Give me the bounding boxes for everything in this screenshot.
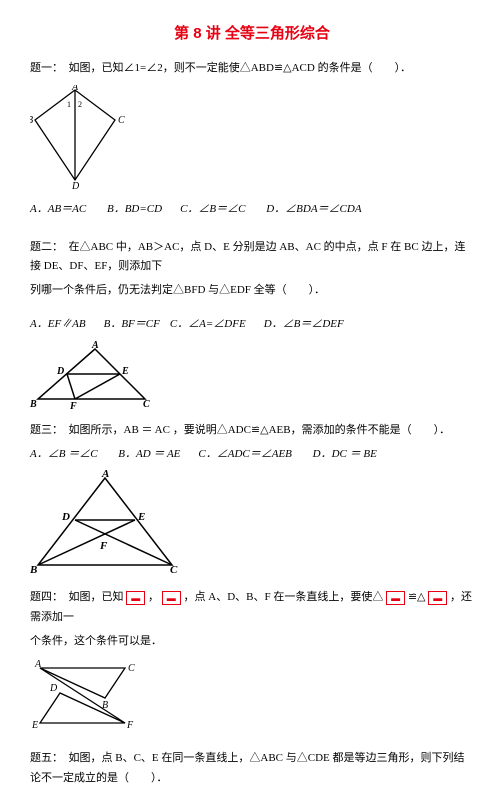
svg-text:E: E bbox=[121, 366, 129, 377]
lbl-C: C bbox=[118, 115, 125, 126]
q4-m2: ，点 A、D、B、F 在一条直线上，要使△ bbox=[184, 591, 387, 603]
lbl-1: 1 bbox=[67, 100, 71, 109]
svg-text:B: B bbox=[102, 700, 108, 711]
q3-B: B．AD ＝ AE bbox=[118, 448, 180, 460]
blank-1: ▬ bbox=[126, 591, 145, 605]
svg-text:A: A bbox=[91, 341, 99, 351]
q3-D: D．DC ＝ BE bbox=[313, 448, 377, 460]
q4-line1: 题四： 如图，已知 ▬ ， ▬ ，点 A、D、B、F 在一条直线上，要使△ ▬ … bbox=[30, 588, 474, 628]
q1-B: B．BD=CD bbox=[107, 203, 162, 215]
q2-B: B．BF＝CF bbox=[104, 318, 160, 330]
lbl-B: B bbox=[30, 115, 33, 126]
svg-text:F: F bbox=[69, 401, 77, 411]
q1-A: A．AB＝AC bbox=[30, 203, 86, 215]
blank-4: ▬ bbox=[428, 591, 447, 605]
q1-prompt: 题一： 如图，已知∠1=∠2，则不一定能使△ABD≌△ACD 的条件是（ ）． bbox=[30, 59, 474, 79]
q3-choices: A．∠B ＝∠C B．AD ＝ AE C．∠ADC＝∠AEB D．DC ＝ BE bbox=[30, 445, 474, 465]
q2-A: A．EF∥AB bbox=[30, 318, 86, 330]
page-title: 第 8 讲 全等三角形综合 bbox=[30, 20, 474, 47]
q2-D: D．∠B＝∠DEF bbox=[264, 318, 344, 330]
q2-prompt1: 题二： 在△ABC 中，AB＞AC，点 D、E 分别是边 AB、AC 的中点，点… bbox=[30, 238, 474, 278]
svg-text:D: D bbox=[56, 366, 64, 377]
svg-text:D: D bbox=[61, 511, 70, 523]
svg-text:B: B bbox=[30, 399, 37, 410]
blank-2: ▬ bbox=[162, 591, 181, 605]
lbl-D: D bbox=[71, 181, 80, 190]
q4-m1: ， bbox=[148, 591, 162, 603]
lbl-A: A bbox=[71, 85, 79, 93]
blank-3: ▬ bbox=[386, 591, 405, 605]
q4-l1a: 题四： 如图，已知 bbox=[30, 591, 126, 603]
q4-line2: 个条件，这个条件可以是． bbox=[30, 632, 474, 652]
q5-prompt: 题五： 如图，点 B、C、E 在同一条直线上，△ABC 与△CDE 都是等边三角… bbox=[30, 749, 474, 789]
q3-BC: C．∠ADC＝∠AEB bbox=[198, 448, 292, 460]
q4-m3: ≌△ bbox=[408, 591, 428, 603]
svg-text:A: A bbox=[34, 659, 42, 670]
svg-text:C: C bbox=[170, 564, 178, 576]
svg-text:F: F bbox=[99, 540, 108, 552]
q1-D: D．∠BDA＝∠CDA bbox=[266, 203, 361, 215]
svg-text:C: C bbox=[128, 663, 135, 674]
q1-BC: C．∠B＝∠C bbox=[180, 203, 245, 215]
q1-figure: A B C D 1 2 bbox=[30, 85, 474, 190]
q2-C: C．∠A=∠DFE bbox=[170, 318, 246, 330]
svg-text:F: F bbox=[126, 720, 134, 731]
q2-choices: A．EF∥AB B．BF＝CF C．∠A=∠DFE D．∠B＝∠DEF bbox=[30, 315, 474, 335]
svg-text:E: E bbox=[31, 720, 38, 731]
q1-choices: A．AB＝AC B．BD=CD C．∠B＝∠C D．∠BDA＝∠CDA bbox=[30, 200, 474, 220]
q3-prompt: 题三： 如图所示，AB ＝ AC ，要说明△ADC≌△AEB，需添加的条件不能是… bbox=[30, 421, 474, 441]
q2-prompt2: 列哪一个条件后，仍无法判定△BFD 与△EDF 全等（ ）． bbox=[30, 281, 474, 301]
lbl-2: 2 bbox=[78, 100, 82, 109]
svg-text:E: E bbox=[137, 511, 145, 523]
svg-text:A: A bbox=[101, 470, 109, 480]
q2-figure: A B C D E F bbox=[30, 341, 474, 411]
q3-figure: A B C D E F bbox=[30, 470, 474, 578]
svg-text:D: D bbox=[49, 683, 58, 694]
q3-A: A．∠B ＝∠C bbox=[30, 448, 98, 460]
svg-text:C: C bbox=[143, 399, 150, 410]
svg-text:B: B bbox=[30, 564, 37, 576]
q4-figure: A C B D E F bbox=[30, 658, 474, 733]
